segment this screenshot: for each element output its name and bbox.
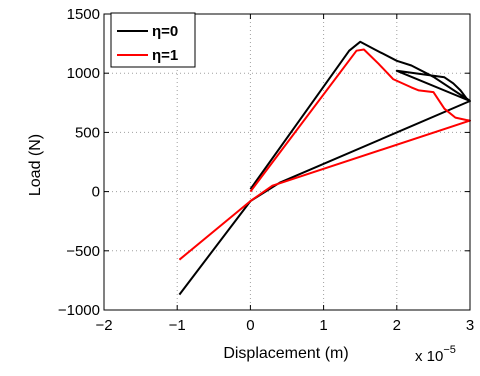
x-exponent-label: x 10−5 xyxy=(415,344,456,365)
x-tick-label: 3 xyxy=(466,317,474,334)
series-line-eta0 xyxy=(178,40,471,296)
y-tick-label: 500 xyxy=(75,124,100,141)
legend-label-eta1: η=1 xyxy=(152,47,178,64)
y-tick-label: 1500 xyxy=(67,6,100,23)
plot-frame xyxy=(103,13,471,311)
series-lines xyxy=(178,40,471,296)
x-tick-labels: −2 −1 0 1 2 3 xyxy=(95,317,474,334)
y-tick-label: 1000 xyxy=(67,65,100,82)
legend-label-eta0: η=0 xyxy=(152,23,178,40)
y-tick-label: −500 xyxy=(66,243,100,260)
y-tick-labels: −1000 −500 0 500 1000 1500 xyxy=(58,6,100,319)
x-tick-label: −2 xyxy=(95,317,112,334)
grid-lines xyxy=(104,14,470,310)
legend-box xyxy=(110,12,196,68)
x-tick-label: 2 xyxy=(393,317,401,334)
x-exponent-power: −5 xyxy=(443,344,456,356)
y-tick-label: 0 xyxy=(92,184,100,201)
legend: η=0 η=1 xyxy=(110,12,196,68)
series-line-eta1 xyxy=(178,48,471,261)
x-tick-label: 1 xyxy=(319,317,327,334)
y-axis-label: Load (N) xyxy=(27,134,44,196)
x-axis-label: Displacement (m) xyxy=(223,345,348,362)
x-exponent-base: x 10 xyxy=(415,348,443,365)
x-tick-label: −1 xyxy=(169,317,186,334)
x-tick-label: 0 xyxy=(246,317,254,334)
y-tick-label: −1000 xyxy=(58,302,100,319)
